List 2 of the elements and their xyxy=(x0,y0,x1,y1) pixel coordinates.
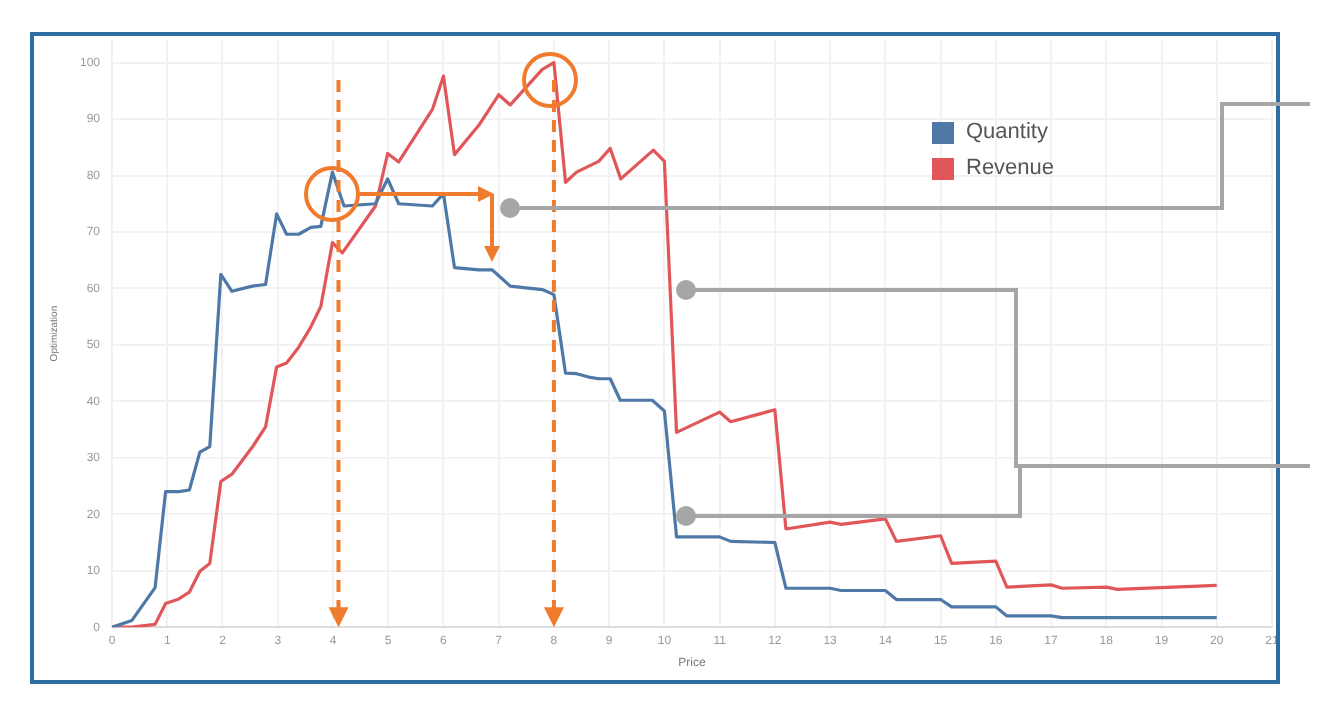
legend-label: Quantity xyxy=(966,118,1048,148)
legend-label: Revenue xyxy=(966,154,1055,184)
